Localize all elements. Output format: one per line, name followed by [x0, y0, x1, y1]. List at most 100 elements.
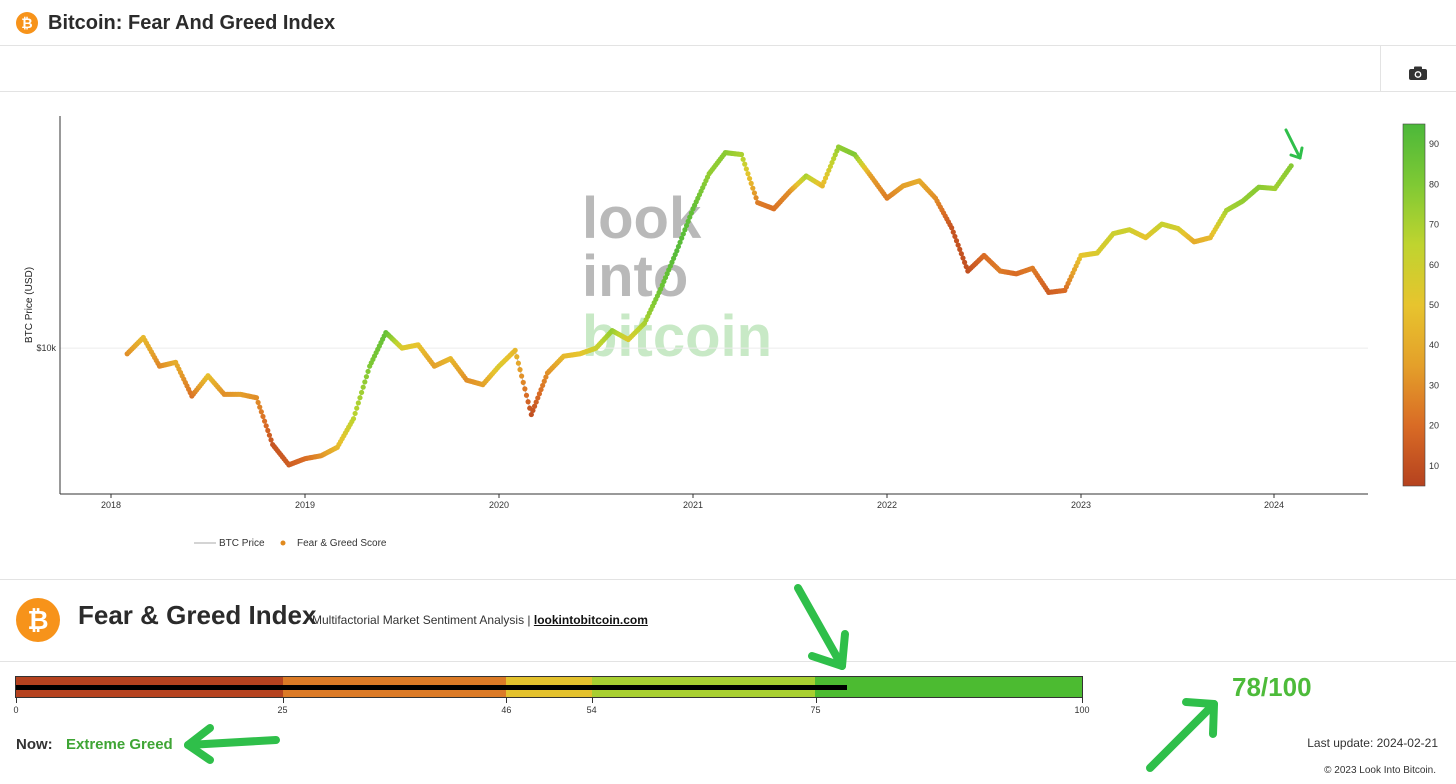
legend-score-dot: [280, 540, 286, 546]
chart-panel: look into bitcoin $10k BTC Price (USD) 2018 20…: [0, 92, 1456, 580]
score-point: [821, 179, 827, 185]
colorbar-tick-label: 50: [1429, 300, 1439, 310]
arrow-to-score: [1146, 698, 1218, 772]
score-point: [536, 391, 543, 397]
score-point: [357, 395, 363, 401]
score-point: [265, 427, 271, 434]
watermark-line-3: bitcoin: [582, 304, 772, 369]
y-axis-label: BTC Price (USD): [24, 267, 35, 343]
gauge-tick-label: 25: [277, 705, 288, 715]
score-point: [533, 399, 539, 405]
score-point: [740, 156, 746, 162]
score-point: [746, 175, 753, 182]
score-point: [680, 231, 686, 237]
score-point: [831, 156, 837, 162]
score-point: [953, 238, 960, 244]
page-title: Bitcoin: Fear And Greed Index: [48, 12, 336, 34]
x-tick-label: 2024: [1264, 500, 1284, 510]
score-point: [962, 259, 968, 265]
lookintobitcoin-link[interactable]: lookintobitcoin.com: [533, 613, 648, 627]
score-point: [257, 404, 263, 410]
score-point: [822, 175, 829, 181]
gauge-tick: [1082, 698, 1083, 703]
score-point: [261, 418, 268, 424]
watermark-line-2: into: [582, 244, 688, 309]
score-point: [677, 239, 683, 245]
legend-fear-greed-score[interactable]: Fear & Greed Score: [297, 538, 387, 549]
score-point: [253, 395, 260, 401]
score-point: [530, 407, 536, 414]
score-point: [255, 399, 261, 406]
score-point: [682, 227, 688, 233]
last-update-text: Last update: 2024-02-21: [1307, 736, 1438, 750]
score-point: [745, 171, 751, 177]
score-point: [363, 374, 370, 380]
score-point: [525, 399, 531, 405]
score-point: [360, 384, 366, 390]
legend-btc-price[interactable]: BTC Price: [219, 538, 265, 549]
score-point: [350, 416, 357, 422]
fear-greed-title: Fear & Greed Index: [78, 600, 317, 630]
score-point: [829, 159, 835, 166]
score-point: [531, 403, 538, 409]
gauge-tick: [815, 698, 817, 703]
score-point: [268, 437, 274, 443]
score-point: [753, 195, 759, 201]
x-tick-label: 2018: [101, 500, 121, 510]
colorbar-tick-label: 20: [1429, 421, 1439, 431]
bitcoin-logo-icon-large: ₿: [16, 598, 60, 642]
score-point: [528, 411, 534, 418]
colorbar-tick-label: 90: [1429, 139, 1439, 149]
score-point: [955, 242, 961, 248]
score-point: [949, 225, 955, 231]
colorbar: [1402, 123, 1426, 487]
colorbar-tick-label: 80: [1429, 179, 1439, 189]
x-tick-label: 2021: [683, 500, 703, 510]
score-point: [750, 185, 756, 191]
score-point: [674, 248, 680, 254]
score-point: [957, 246, 963, 252]
score-point: [520, 379, 526, 386]
fear-greed-points: [124, 144, 1294, 468]
chart-toolbar: [0, 46, 1456, 92]
gauge-segment-5: [815, 677, 1082, 697]
watermark-line-1: look: [582, 186, 702, 251]
arrow-to-now-value: [184, 724, 280, 764]
download-image-button[interactable]: [1380, 46, 1456, 92]
colorbar-tick-label: 70: [1429, 220, 1439, 230]
score-point: [519, 373, 525, 379]
gauge-tick: [591, 698, 593, 703]
now-label: Now:: [16, 736, 53, 753]
score-point: [824, 171, 830, 177]
score-point: [751, 190, 758, 196]
score-point: [748, 180, 754, 186]
colorbar-tick-label: 30: [1429, 380, 1439, 390]
now-sentiment-value: Extreme Greed: [66, 736, 173, 753]
watermark: lookintobitcoin: [582, 186, 772, 369]
score-point: [738, 151, 745, 158]
score-point: [834, 148, 840, 154]
score-point: [517, 367, 523, 373]
gauge-value-bar: [16, 685, 848, 690]
score-point: [960, 255, 966, 261]
score-point: [679, 235, 685, 241]
gauge-tick: [16, 698, 17, 703]
gauge-tick: [506, 698, 508, 703]
score-point: [675, 243, 682, 250]
copyright-text: © 2023 Look Into Bitcoin.: [1324, 765, 1436, 776]
score-point: [827, 163, 834, 170]
gauge-tick-label: 75: [810, 705, 821, 715]
x-tick-label: 2023: [1071, 500, 1091, 510]
score-point: [685, 218, 691, 224]
score-value: 78/100: [1232, 672, 1312, 702]
score-point: [514, 354, 520, 360]
score-point: [958, 251, 964, 257]
score-point: [260, 413, 266, 420]
score-point: [952, 233, 958, 240]
score-point: [742, 161, 748, 167]
bitcoin-logo-icon: ₿: [16, 12, 38, 34]
score-point: [515, 360, 522, 366]
fear-greed-header: ₿ Fear & Greed Index Multifactorial Mark…: [0, 580, 1456, 662]
colorbar-tick-label: 60: [1429, 260, 1439, 270]
